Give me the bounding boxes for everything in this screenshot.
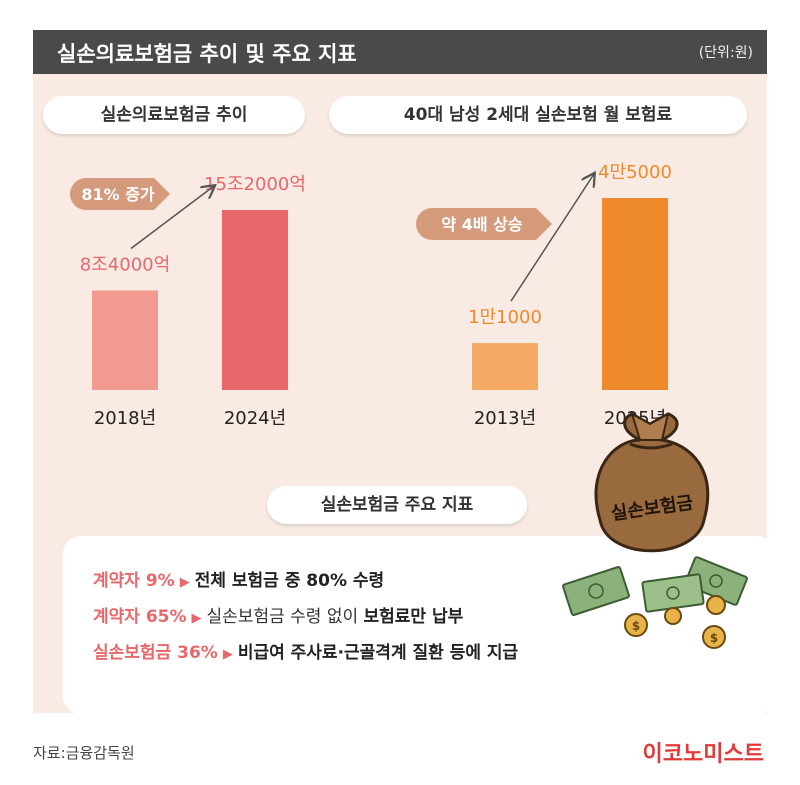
coin-icon: $ [702,625,726,649]
indicator-row-3: 실손보험금 36% ▶ 비급여 주사료·근골격계 질환 등에 지급 [93,638,518,663]
indicator-row-2: 계약자 65% ▶ 실손보험금 수령 없이 보험료만 납부 [93,602,463,627]
triangle-icon: ▶ [222,647,233,662]
money-bag-icon [594,412,710,553]
x-tick-label: 2018년 [94,408,156,429]
indicators-box: 계약자 9% ▶ 전체 보험금 중 80% 수령 계약자 65% ▶ 실손보험금 수령 … [63,536,775,714]
indicator-3-text: 비급여 주사료·근골격계 질환 등에 지급 [237,643,519,663]
chart1-title-pill: 실손의료보험금 추이 [43,96,305,134]
indicator-2-middle: 실손보험금 수령 없이 [206,607,364,627]
x-tick-label: 2013년 [474,408,536,429]
data-label: 8조4000억 [80,255,170,276]
annotation-tag [416,208,552,240]
bar-charts: 8조4000억 2018년 15조2000억 2024년 81% 증가 1만1000 201… [70,162,672,429]
indicator-1-highlight: 계약자 9% [93,571,175,591]
coin-icon: $ [624,613,648,637]
banknote-icon [684,556,748,606]
indicators-title: 실손보험금 주요 지표 [320,495,474,515]
brand-logo: 이코노미스트 [642,742,764,767]
coin-icon [664,607,682,625]
indicator-row-1: 계약자 9% ▶ 전체 보험금 중 80% 수령 [93,566,384,591]
x-tick-label: 2024년 [224,408,286,429]
triangle-icon: ▶ [191,611,202,626]
chart2-title: 40대 남성 2세대 실손보험 월 보험료 [403,105,673,125]
chart2-title-pill: 40대 남성 2세대 실손보험 월 보험료 [329,96,747,134]
banknote-icon [641,573,705,613]
growth-arrow [130,186,214,250]
data-label: 4만5000 [598,162,672,183]
banknote-icon [562,566,630,616]
bar-2-1 [472,343,538,390]
indicator-2-highlight: 계약자 65% [93,607,187,627]
indicator-2-text: 보험료만 납부 [363,607,464,627]
indicator-3-highlight: 실손보험금 36% [93,643,218,663]
annotation-tag [70,178,170,210]
money-bag-illustration: 실손보험금 $ $ [562,411,748,649]
source-note: 자료:금융감독원 [33,744,135,762]
data-label: 1만1000 [468,307,542,328]
header-bar: 실손의료보험금 추이 및 주요 지표 (단위:원) [33,30,767,74]
triangle-icon: ▶ [179,575,190,590]
indicators-title-pill: 실손보험금 주요 지표 [267,486,527,524]
svg-text:$: $ [710,631,718,645]
coin-icon [706,595,726,615]
data-label: 15조2000억 [204,174,306,195]
unit-label: (단위:원) [698,45,753,61]
bar-1-1 [92,290,158,390]
annotation-label: 약 4배 상승 [441,215,522,234]
chart1-title: 실손의료보험금 추이 [100,105,248,125]
svg-text:$: $ [632,619,640,633]
annotation-label: 81% 증가 [81,185,155,204]
bar-1-2 [222,210,288,390]
page-title: 실손의료보험금 추이 및 주요 지표 [57,42,357,66]
bar-2-2 [602,198,668,390]
growth-arrow [510,174,594,302]
indicator-1-text: 전체 보험금 중 80% 수령 [194,571,385,591]
